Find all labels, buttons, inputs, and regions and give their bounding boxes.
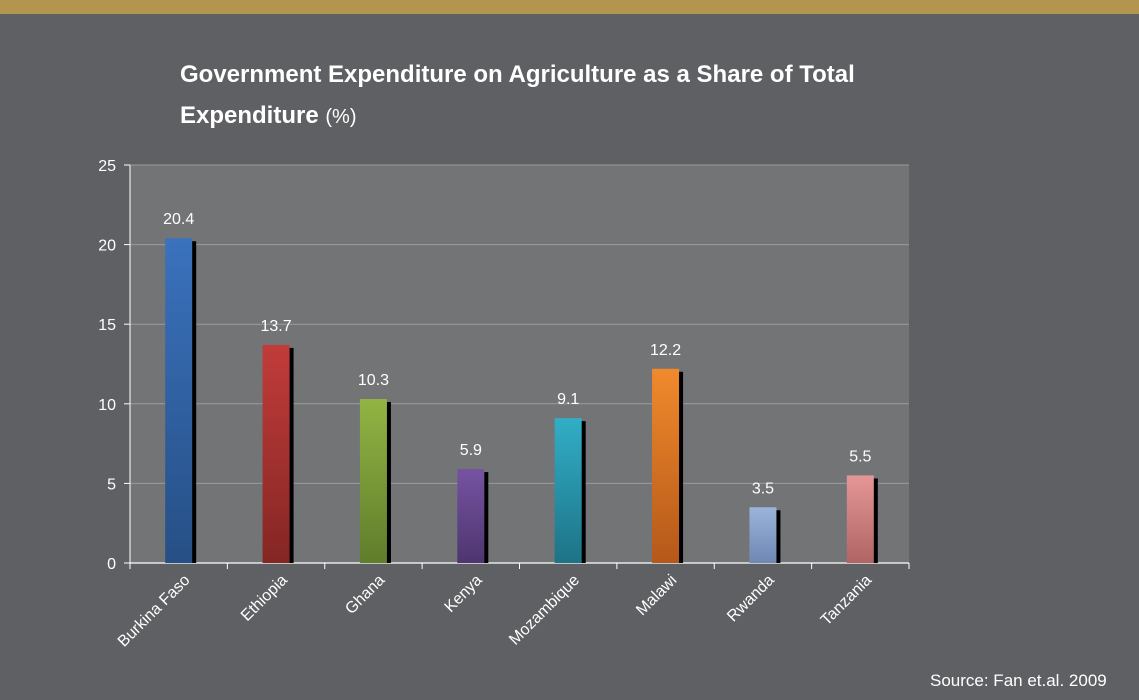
x-category-label: Mozambique	[506, 572, 583, 649]
data-label: 3.5	[752, 480, 774, 497]
data-label: 5.9	[460, 442, 482, 459]
source-note: Source: Fan et.al. 2009	[930, 671, 1107, 690]
x-category-label: Kenya	[442, 572, 486, 616]
y-tick-label: 5	[107, 476, 116, 493]
y-tick-label: 0	[107, 556, 116, 573]
data-label: 9.1	[557, 391, 579, 408]
x-category-label: Ethiopia	[238, 572, 291, 625]
bar-malawi	[652, 368, 680, 563]
bar-kenya	[457, 469, 485, 563]
x-category-label: Malawi	[633, 572, 680, 619]
bar-ghana	[359, 399, 387, 563]
data-label: 20.4	[163, 211, 194, 228]
x-category-label: Rwanda	[724, 572, 778, 626]
top-accent-bar	[0, 0, 1139, 14]
chart-title: Government Expenditure on Agriculture as…	[180, 54, 980, 138]
plot-area	[130, 165, 909, 563]
chart-title-unit: (%)	[325, 106, 357, 128]
y-tick-label: 25	[98, 158, 116, 175]
chart-title-text: Government Expenditure on Agriculture as…	[180, 61, 855, 129]
data-label: 13.7	[260, 318, 291, 335]
bar-burkina-faso	[165, 238, 193, 563]
bar-ethiopia	[262, 344, 290, 563]
bar-mozambique	[554, 418, 582, 563]
x-category-label: Tanzania	[818, 572, 875, 629]
x-category-label: Ghana	[342, 572, 388, 618]
bar-rwanda	[749, 507, 777, 563]
y-tick-label: 20	[98, 238, 116, 255]
y-tick-label: 10	[98, 397, 116, 414]
data-label: 10.3	[358, 372, 389, 389]
bar-tanzania	[846, 475, 874, 563]
y-tick-label: 15	[98, 317, 116, 334]
x-category-label: Burkina Faso	[115, 572, 194, 651]
data-label: 5.5	[849, 448, 871, 465]
data-label: 12.2	[650, 342, 681, 359]
